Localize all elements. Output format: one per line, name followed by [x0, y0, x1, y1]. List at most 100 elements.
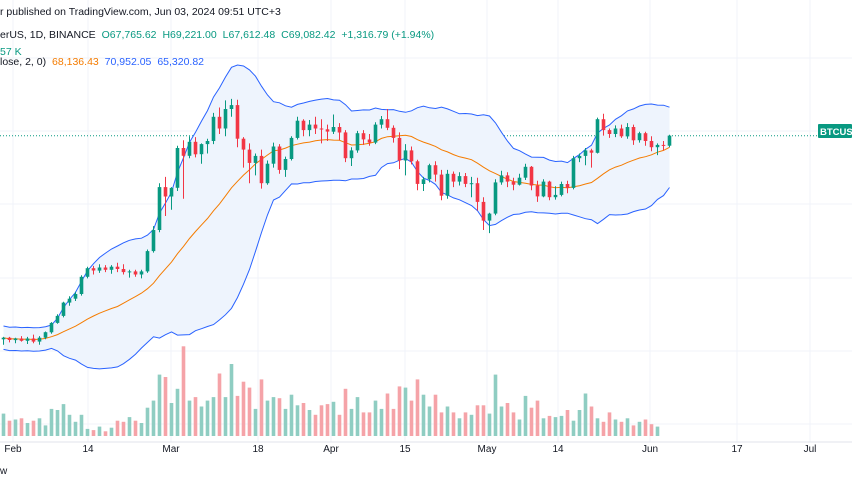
volume-bar: [469, 414, 474, 436]
x-tick-label: 17: [731, 444, 743, 455]
candle: [313, 116, 318, 134]
candle: [67, 296, 72, 306]
candle-body: [379, 119, 384, 125]
volume-bar: [457, 418, 462, 436]
candle: [433, 161, 438, 182]
footer-text: w: [0, 466, 8, 477]
volume-bar: [235, 395, 240, 436]
candle: [121, 264, 126, 275]
candle: [661, 141, 666, 151]
candle: [505, 172, 510, 188]
candle-body: [109, 266, 114, 270]
candle: [235, 99, 240, 148]
candle: [223, 100, 228, 137]
candle: [289, 136, 294, 161]
candle: [601, 113, 606, 136]
volume-bar: [445, 406, 450, 436]
volume-bar: [379, 408, 384, 436]
candle-body: [637, 133, 642, 141]
volume-bar: [31, 420, 36, 436]
volume-bar: [331, 401, 336, 436]
candle: [637, 131, 642, 143]
candle-body: [157, 187, 162, 230]
volume-bar: [355, 397, 360, 436]
candle: [379, 116, 384, 129]
volume-bar: [313, 414, 318, 436]
volume-bar: [163, 377, 168, 436]
x-tick-label: Feb: [4, 444, 22, 455]
bollinger-bands: [3, 64, 670, 370]
candle: [295, 116, 300, 140]
candle-body: [583, 150, 588, 156]
candle: [229, 98, 234, 117]
candle: [517, 173, 522, 186]
candle: [535, 180, 540, 202]
x-tick-label: Jun: [642, 444, 658, 455]
volume-bar: [343, 388, 348, 436]
candle-body: [433, 165, 438, 175]
candle: [133, 269, 138, 277]
candle-body: [139, 271, 144, 275]
candle-body: [355, 133, 360, 151]
volume-bar: [349, 408, 354, 436]
candle-body: [631, 127, 636, 141]
candle-body: [469, 183, 474, 185]
candle-body: [79, 276, 84, 294]
volume-bar: [559, 415, 564, 436]
volume-bar: [241, 381, 246, 436]
x-tick-label: 15: [399, 444, 411, 455]
candle-body: [373, 124, 378, 143]
volume-bar: [277, 398, 282, 436]
volume-bars: [1, 346, 660, 436]
candle: [373, 122, 378, 145]
candle-body: [601, 119, 606, 131]
candle-body: [181, 148, 186, 156]
volume-bar: [199, 406, 204, 436]
candle: [43, 331, 48, 340]
candle-body: [73, 294, 78, 299]
volume-bar: [595, 418, 600, 436]
candle: [217, 107, 222, 134]
volume-bar: [157, 374, 162, 436]
volume-bar: [589, 406, 594, 436]
candle-body: [31, 338, 36, 342]
volume-bar: [367, 412, 372, 436]
x-tick-label: 14: [82, 444, 94, 455]
volume-bar: [181, 346, 186, 436]
volume-bar: [643, 419, 648, 436]
volume-bar: [307, 410, 312, 436]
candle: [547, 180, 552, 201]
volume-bar: [175, 388, 180, 436]
candle: [613, 125, 618, 138]
volume-bar: [283, 408, 288, 436]
volume-bar: [55, 410, 60, 436]
candle-body: [511, 181, 516, 185]
candle: [565, 180, 570, 194]
candle-body: [565, 184, 570, 188]
candle-body: [163, 187, 168, 197]
candle: [499, 170, 504, 185]
candle: [445, 169, 450, 199]
candle: [619, 124, 624, 138]
candle-body: [1, 337, 6, 340]
candle: [361, 130, 366, 145]
candle-body: [493, 182, 498, 214]
x-tick-label: May: [478, 444, 497, 455]
candle-body: [169, 187, 174, 197]
volume-bar: [517, 419, 522, 436]
candle-body: [649, 141, 654, 148]
volume-bar: [337, 414, 342, 436]
candle-body: [367, 139, 372, 143]
candle-body: [205, 141, 210, 145]
volume-bar: [193, 397, 198, 436]
candle: [277, 144, 282, 174]
candle: [265, 160, 270, 185]
candlesticks: [1, 98, 672, 345]
x-tick-label: 14: [552, 444, 564, 455]
candle-body: [589, 150, 594, 153]
x-tick-label: 18: [252, 444, 264, 455]
high-value: H69,221.00: [162, 29, 217, 41]
volume-bar: [43, 425, 48, 436]
candle-body: [115, 266, 120, 269]
